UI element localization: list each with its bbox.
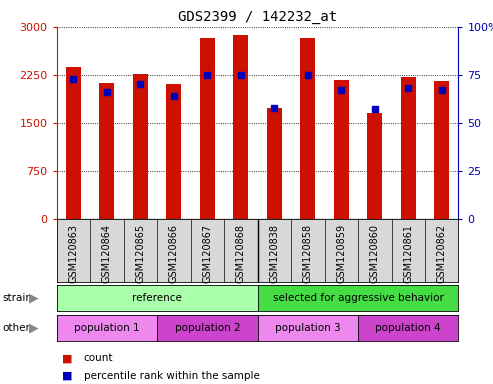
Bar xyxy=(133,74,148,219)
Text: population 1: population 1 xyxy=(74,323,140,333)
Text: GSM120863: GSM120863 xyxy=(69,224,78,283)
Title: GDS2399 / 142232_at: GDS2399 / 142232_at xyxy=(178,10,337,25)
Text: ▶: ▶ xyxy=(29,321,38,334)
Text: GSM120867: GSM120867 xyxy=(202,224,212,283)
Bar xyxy=(267,108,282,219)
Text: GSM120862: GSM120862 xyxy=(437,224,447,283)
Bar xyxy=(434,81,449,219)
Text: ▶: ▶ xyxy=(29,291,38,305)
Text: count: count xyxy=(84,353,113,363)
Bar xyxy=(233,35,248,219)
Bar xyxy=(66,67,81,219)
Text: GSM120868: GSM120868 xyxy=(236,224,246,283)
Text: selected for aggressive behavior: selected for aggressive behavior xyxy=(273,293,444,303)
Text: GSM120860: GSM120860 xyxy=(370,224,380,283)
Bar xyxy=(100,83,114,219)
Bar xyxy=(401,77,416,219)
Text: reference: reference xyxy=(132,293,182,303)
Text: GSM120859: GSM120859 xyxy=(336,224,346,283)
Text: other: other xyxy=(2,323,31,333)
Text: GSM120858: GSM120858 xyxy=(303,224,313,283)
Text: population 2: population 2 xyxy=(175,323,240,333)
Text: strain: strain xyxy=(2,293,33,303)
Text: ■: ■ xyxy=(62,353,72,363)
Text: GSM120838: GSM120838 xyxy=(269,224,280,283)
Text: percentile rank within the sample: percentile rank within the sample xyxy=(84,371,260,381)
Text: GSM120861: GSM120861 xyxy=(403,224,413,283)
Text: GSM120865: GSM120865 xyxy=(136,224,145,283)
Text: ■: ■ xyxy=(62,371,72,381)
Text: GSM120864: GSM120864 xyxy=(102,224,112,283)
Bar xyxy=(200,38,215,219)
Bar xyxy=(166,84,181,219)
Bar xyxy=(367,113,382,219)
Text: population 4: population 4 xyxy=(376,323,441,333)
Text: population 3: population 3 xyxy=(275,323,341,333)
Bar xyxy=(300,38,316,219)
Text: GSM120866: GSM120866 xyxy=(169,224,179,283)
Bar xyxy=(334,80,349,219)
